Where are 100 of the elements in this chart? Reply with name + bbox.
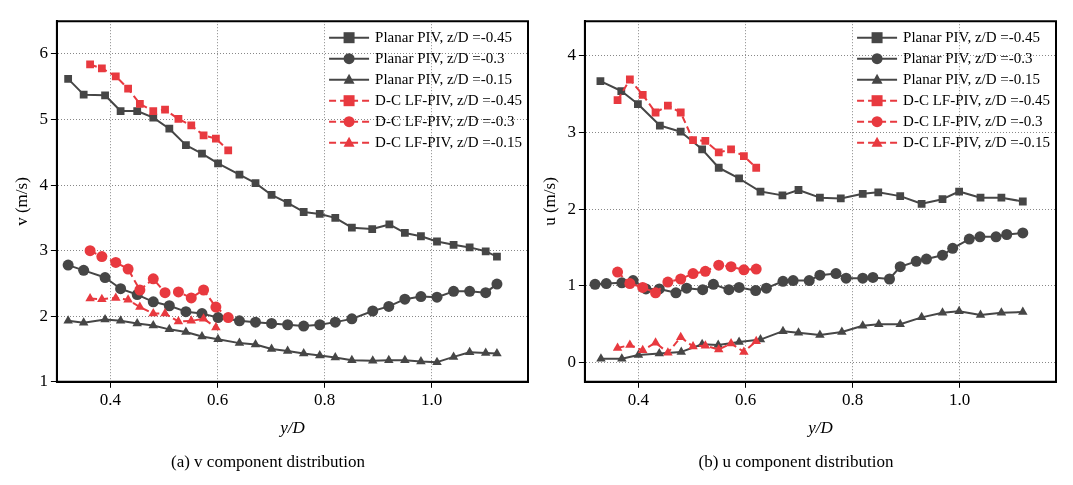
point — [448, 351, 459, 360]
point — [830, 268, 842, 280]
y-tick-label: 1 — [567, 275, 576, 295]
point — [123, 294, 133, 303]
point — [147, 273, 159, 285]
point — [803, 275, 815, 287]
point — [464, 346, 475, 356]
point — [654, 347, 665, 357]
point — [975, 309, 986, 318]
point — [738, 264, 750, 276]
point — [367, 355, 378, 364]
point — [713, 259, 725, 271]
point — [330, 352, 341, 361]
point — [670, 287, 682, 299]
point — [895, 318, 905, 328]
point — [990, 231, 1002, 243]
y-tick-label: 0 — [567, 352, 576, 372]
point — [492, 348, 502, 357]
point — [713, 344, 724, 353]
point — [464, 285, 476, 297]
point — [347, 223, 356, 232]
point — [64, 75, 73, 83]
legend-label: Planar PIV, z/D =-0.45 — [903, 28, 1040, 45]
point — [400, 354, 410, 363]
x-tick-label: 0.4 — [99, 390, 122, 410]
x-tick-label: 0.8 — [313, 390, 336, 410]
point — [751, 335, 761, 344]
point — [267, 191, 276, 199]
point — [723, 284, 735, 296]
point — [159, 287, 171, 299]
point — [481, 247, 490, 256]
y-tick-label: 6 — [39, 43, 48, 63]
x-tick-label: 0.6 — [206, 390, 229, 410]
legend-label: D-C LF-PIV, z/D =-0.45 — [375, 91, 523, 108]
point — [368, 225, 377, 233]
x-tick-label: 0.4 — [627, 390, 650, 410]
point — [836, 194, 845, 203]
point — [331, 214, 340, 222]
point — [266, 343, 277, 352]
point — [182, 141, 190, 149]
point — [315, 210, 324, 218]
point — [874, 188, 883, 197]
y-tick-label: 3 — [39, 240, 48, 260]
point — [655, 121, 664, 130]
point — [650, 287, 662, 299]
point — [600, 278, 612, 290]
point — [97, 64, 106, 73]
point — [699, 265, 711, 277]
point — [700, 340, 711, 349]
legend-label: Planar PIV, z/D =-0.3 — [375, 49, 505, 66]
point — [116, 107, 125, 115]
point — [383, 300, 395, 312]
point — [449, 240, 458, 249]
point — [180, 306, 192, 318]
point — [955, 187, 963, 196]
y-axis-title: u (m/s) — [539, 177, 559, 226]
point — [938, 195, 947, 204]
point — [212, 312, 224, 324]
x-tick-label: 1.0 — [421, 390, 443, 410]
point — [963, 233, 975, 245]
point — [250, 316, 262, 328]
legend-label: D-C LF-PIV, z/D =-0.45 — [903, 91, 1051, 108]
point — [148, 308, 159, 317]
point — [132, 317, 142, 327]
point — [78, 317, 89, 326]
point — [400, 229, 409, 237]
point — [251, 179, 260, 188]
point — [415, 291, 427, 303]
point — [86, 60, 94, 69]
point — [417, 232, 425, 241]
point — [750, 285, 762, 296]
point — [894, 261, 906, 273]
point — [676, 127, 685, 136]
point — [814, 269, 826, 281]
legend-label: D-C LF-PIV, z/D =-0.15 — [375, 133, 523, 150]
point — [687, 268, 699, 280]
point — [701, 137, 710, 145]
point — [347, 354, 357, 363]
point — [937, 249, 949, 261]
point — [234, 337, 245, 346]
point — [676, 346, 687, 355]
point — [222, 312, 234, 324]
point — [212, 134, 220, 143]
point — [954, 305, 964, 314]
point — [976, 193, 985, 202]
x-axis-title: y/D — [278, 417, 306, 437]
point — [224, 146, 233, 155]
point — [149, 107, 158, 115]
point — [650, 337, 661, 346]
point — [688, 341, 698, 350]
y-axis-title: v (m/s) — [11, 177, 31, 226]
point — [837, 326, 847, 335]
point — [734, 336, 744, 345]
point — [787, 275, 799, 287]
point — [596, 77, 605, 85]
point — [997, 193, 1006, 202]
point — [675, 331, 686, 341]
point — [733, 281, 745, 293]
y-tick-label: 4 — [567, 45, 577, 65]
point — [480, 347, 491, 356]
